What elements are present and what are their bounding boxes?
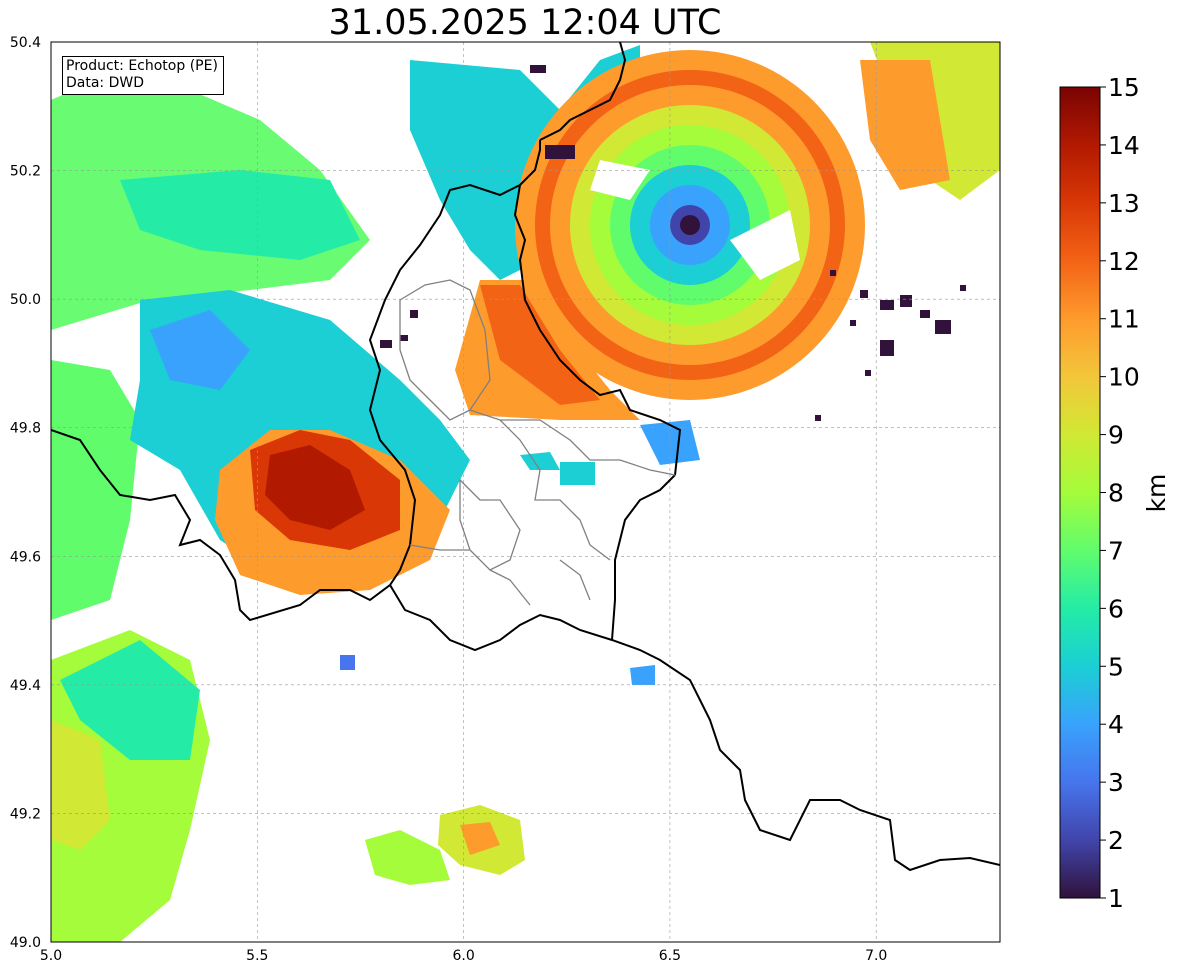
echo-cell-south-1: [365, 830, 450, 885]
x-tick-label: 7.0: [865, 948, 887, 964]
y-tick-label: 49.4: [10, 678, 41, 694]
country-border-north: [539, 42, 627, 141]
echo-noise-east: [815, 270, 966, 421]
colorbar-tick-label: 4: [1108, 710, 1124, 739]
colorbar-tick-label: 15: [1108, 73, 1140, 102]
colorbar-tick-label: 14: [1108, 131, 1140, 160]
colorbar-tick-label: 2: [1108, 826, 1124, 855]
echo-cell-south-2-core: [460, 822, 500, 855]
echo-cell-border-red: [480, 285, 600, 405]
y-tick-label: 49.2: [10, 806, 41, 822]
country-border-south: [389, 584, 613, 652]
echotop-layer: [51, 42, 1000, 942]
y-tick-label: 49.0: [10, 935, 41, 951]
info-box: Product: Echotop (PE) Data: DWD: [62, 56, 224, 95]
colorbar-tick-label: 8: [1108, 479, 1124, 508]
y-tick-label: 49.6: [10, 549, 41, 565]
x-tick-label: 6.5: [659, 948, 681, 964]
echo-cell-storm-peak: [265, 445, 365, 530]
colorbar-tick-label: 6: [1108, 594, 1124, 623]
colorbar-tick-label: 10: [1108, 363, 1140, 392]
echo-cell-luxembourg-east: [520, 452, 560, 470]
colorbar-tick-label: 3: [1108, 768, 1124, 797]
country-border-north-2: [519, 140, 541, 186]
y-tick-label: 50.0: [10, 292, 41, 308]
echo-cell-west-low-band: [60, 640, 200, 760]
echo-noise-north: [380, 65, 575, 348]
district-borders: [399, 279, 676, 606]
colorbar-tick-label: 13: [1108, 189, 1140, 218]
colorbar-label: km: [1142, 474, 1171, 513]
y-tick-label: 50.4: [10, 35, 41, 51]
x-tick-label: 6.0: [452, 948, 474, 964]
colorbar-tick-label: 1: [1108, 884, 1124, 913]
map-frame: [50, 41, 1001, 943]
y-axis: 49.0 49.2 49.4 49.6 49.8 50.0 50.2 50.4: [10, 35, 41, 951]
info-product: Product: Echotop (PE): [66, 58, 218, 74]
echo-cell-west-yellow: [51, 720, 110, 850]
x-tick-label: 5.0: [40, 948, 62, 964]
echo-cell-small-blue: [630, 665, 655, 685]
borders-layer: [51, 42, 1000, 872]
colorbar-tick-label: 5: [1108, 652, 1124, 681]
echo-cell-west-mid: [51, 360, 140, 620]
colorbar-tick-label: 12: [1108, 247, 1140, 276]
colorbar-tick-label: 7: [1108, 536, 1124, 565]
echo-cell-border-blue: [640, 420, 700, 465]
country-border-east: [610, 474, 1000, 872]
echo-cell-luxembourg-east-2: [560, 462, 595, 485]
map-title: 31.05.2025 12:04 UTC: [328, 3, 722, 43]
colorbar-tick-label: 9: [1108, 421, 1124, 450]
colorbar-tick-label: 11: [1108, 305, 1140, 334]
x-tick-label: 5.5: [246, 948, 268, 964]
country-border: [51, 183, 682, 622]
echo-cell-west-upper-core: [120, 170, 360, 260]
info-data-source: Data: DWD: [66, 75, 144, 91]
echo-cell-small-blue-2: [340, 655, 355, 670]
echo-cell-central-blue: [150, 310, 250, 390]
y-tick-label: 50.2: [10, 164, 41, 180]
colorbar-bar: [1059, 86, 1101, 899]
y-tick-label: 49.8: [10, 421, 41, 437]
radar-ring-artifact: [515, 50, 865, 400]
echo-cell-northeast-inner: [860, 60, 950, 190]
x-axis: 5.0 5.5 6.0 6.5 7.0: [40, 948, 887, 964]
